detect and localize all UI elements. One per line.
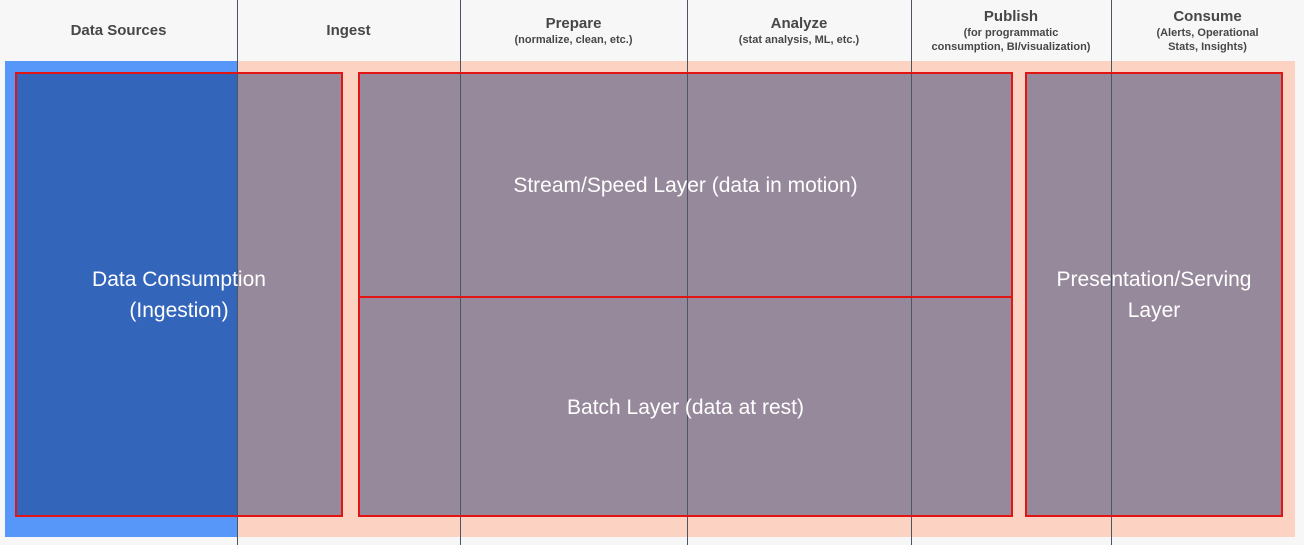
stream-batch-layers-box (358, 72, 1013, 517)
column-header-sublabel: consumption, BI/visualization) (931, 41, 1091, 53)
column-header-label: Publish (983, 8, 1039, 25)
column-header-sublabel: (Alerts, Operational (1156, 27, 1259, 39)
column-header-data-sources: Data Sources (0, 0, 237, 61)
presentation-serving-layer-box (1025, 72, 1283, 517)
column-divider (460, 0, 461, 545)
column-header-publish: Publish (for programmatic consumption, B… (911, 0, 1111, 61)
column-header-label: Analyze (770, 15, 828, 32)
column-header-label: Prepare (545, 15, 602, 32)
column-divider (911, 0, 912, 545)
column-header-label: Data Sources (70, 22, 167, 39)
column-header-ingest: Ingest (237, 0, 460, 61)
column-divider (1111, 0, 1112, 545)
data-consumption-box (15, 72, 343, 517)
column-header-analyze: Analyze (stat analysis, ML, etc.) (687, 0, 911, 61)
column-header-label: Consume (1173, 8, 1242, 25)
column-divider (687, 0, 688, 545)
column-header-sublabel: Stats, Insights) (1168, 41, 1247, 53)
column-header-sublabel: (normalize, clean, etc.) (514, 34, 633, 46)
column-header-sublabel: (for programmatic (963, 27, 1059, 39)
column-divider (237, 0, 238, 545)
column-header-prepare: Prepare (normalize, clean, etc.) (460, 0, 687, 61)
column-header-sublabel: (stat analysis, ML, etc.) (738, 34, 860, 46)
column-header-consume: Consume (Alerts, Operational Stats, Insi… (1111, 0, 1304, 61)
column-header-label: Ingest (326, 22, 371, 39)
